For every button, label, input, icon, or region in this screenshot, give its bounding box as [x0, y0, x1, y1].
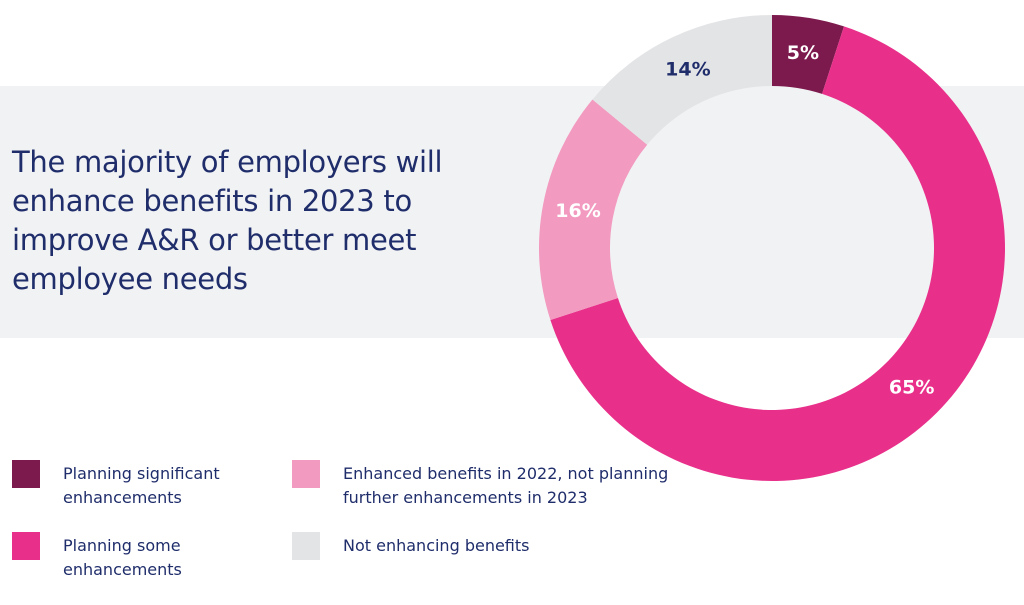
legend-swatch-planning-significant — [12, 460, 40, 488]
legend-swatch-planning-some — [12, 532, 40, 560]
slice-label-planning-significant: 5% — [787, 42, 819, 64]
legend-swatch-enhanced-2022 — [292, 460, 320, 488]
slice-label-not-enhancing: 14% — [665, 58, 710, 80]
title-band — [0, 86, 1024, 338]
slice-label-enhanced-2022: 16% — [555, 200, 600, 222]
chart-title: The majority of employers will enhance b… — [12, 145, 443, 296]
donut-slice-enhanced-2022 — [539, 99, 648, 321]
legend-label-enhanced-2022: Enhanced benefits in 2022, not planning … — [343, 464, 669, 507]
legend-swatch-not-enhancing — [292, 532, 320, 560]
legend-label-planning-significant: Planning significant enhancements — [63, 464, 220, 507]
donut-slice-planning-significant — [772, 15, 845, 94]
donut-slice-not-enhancing — [592, 15, 772, 145]
legend-label-planning-some: Planning some enhancements — [63, 536, 182, 579]
legend-label-not-enhancing: Not enhancing benefits — [343, 536, 530, 555]
slice-label-planning-some: 65% — [889, 377, 934, 399]
donut-slice-planning-some — [550, 26, 1006, 481]
